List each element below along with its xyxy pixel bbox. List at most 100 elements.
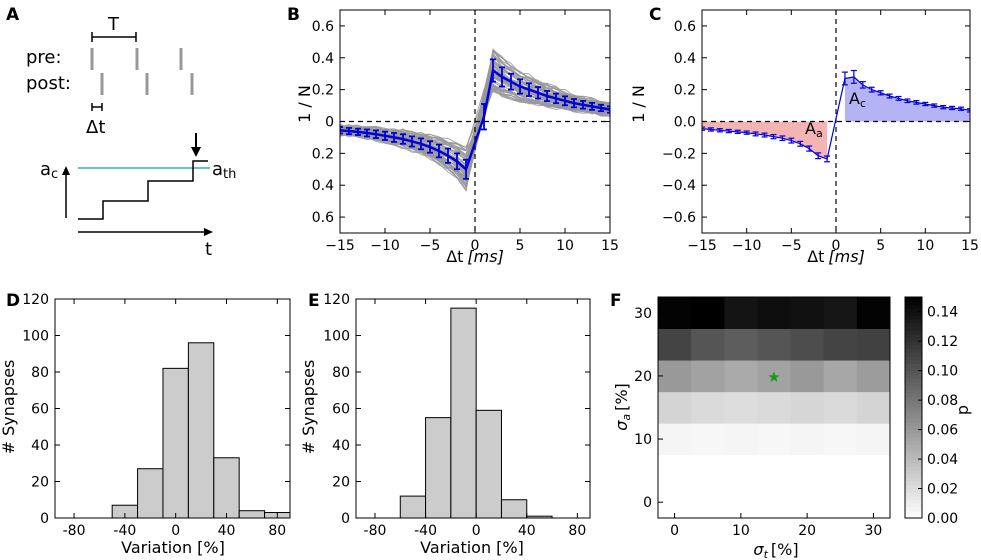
e-ytick-label: 120 [323,292,350,308]
c-error-bar [913,100,920,105]
f-axes: 0 10 20 30 0 10 20 30 [634,296,891,539]
d-ytick-label: 60 [31,402,49,418]
f-colorbar-tick-label: 0.02 [927,482,958,498]
f-colorbar-segment [905,429,922,434]
f-x-label-sub: t [764,548,769,560]
f-heatmap-cell [856,328,891,361]
svg-text:Δt[ms]: Δt [ms] [807,247,865,266]
f-heatmap-cell [823,391,858,424]
c-xtick-label: 15 [961,238,979,254]
e-ytick-label: 20 [332,475,350,491]
d-ytick-label: 80 [31,365,49,381]
c-xtick-label: −15 [687,238,717,254]
b-xtick-label: −5 [420,238,441,254]
f-y-label-unit: [%] [612,383,631,411]
c-error-bar [707,127,714,132]
f-heatmap-cell [658,391,692,424]
panel-b-chart: B −15 −10 −5 0 5 10 15 0.6 0.4 0.2 0 0.2 0.4 0.6 1 / … [287,5,619,266]
f-y-label-sub: a [620,414,633,421]
c-area-negative [702,121,828,159]
f-heatmap-cell [757,328,791,361]
b-ytick-label: 0.2 [312,146,334,162]
f-colorbar-segment [905,459,922,464]
c-x-label: Δt [ms] [807,247,865,266]
f-heatmap-cell [691,360,725,393]
ac-sub: c [51,167,58,182]
f-colorbar-tick-label: 0.06 [927,423,958,439]
f-heatmap-cell [823,486,858,519]
c-error-bar [788,137,795,144]
b-xtick-label: 5 [516,238,525,254]
f-heatmap-cell [790,423,825,456]
b-xtick-label: 10 [556,238,574,254]
f-colorbar-segment [905,448,922,453]
c-error-bar [716,128,723,133]
f-colorbar-segment [905,455,922,460]
f-heatmap-cell [823,360,858,393]
f-heatmap-cell [790,391,825,424]
panel-letter-a: A [6,5,20,25]
c-error-bar [815,152,822,160]
e-xtick-label: 80 [568,523,586,539]
f-colorbar-segment [905,422,922,427]
f-colorbar-tick-label: 0.04 [927,452,958,468]
f-heatmap-cell [658,328,692,361]
f-colorbar-segment [905,304,922,309]
c-error-bar [895,95,902,101]
svg-text:ath: ath [212,159,236,182]
f-heatmap-cell [691,297,725,329]
down-arrow-icon [191,133,201,157]
f-colorbar-segment [905,481,922,486]
f-colorbar-segment [905,433,922,438]
f-heatmap-cell [757,486,791,519]
d-y-label: # Synapses [0,360,18,455]
c-ytick-label: 0.6 [674,19,696,35]
f-xtick-label: 0 [670,523,679,539]
e-ytick-label: 40 [332,438,350,454]
c-error-bar [922,101,929,107]
f-heatmap-cell [691,423,725,456]
delta-t-label: Δt [86,117,105,138]
f-colorbar-segment [905,506,922,512]
c-mean-line [701,76,971,160]
c-xtick-label: −5 [781,238,802,254]
f-colorbar-segment [905,510,922,515]
c-error-bar [877,90,884,96]
b-reference-lines [340,10,610,233]
c-error-bar [868,86,875,93]
e-y-label: # Synapses [299,360,318,455]
c-ytick-label: 0.2 [674,83,696,99]
e-xtick-label: -80 [364,523,387,539]
f-colorbar-segment [905,348,922,353]
f-colorbar-segment [905,308,922,313]
f-heatmap-cell [658,454,692,487]
f-colorbar-segment [905,333,922,339]
b-error-bar [340,126,343,135]
f-colorbar-segment [905,378,922,383]
d-ytick-label: 0 [40,511,49,527]
f-colorbar-segment [905,444,922,449]
c-error-bar [940,104,947,110]
time-label: t [205,239,212,260]
f-colorbar-segment [905,326,922,331]
f-colorbar-tick-label: 0.00 [927,511,958,527]
c-x-label-unit: [ms] [828,247,864,266]
c-error-bar [958,106,965,111]
f-heatmap-cell [757,360,791,393]
f-heatmap-cell [790,297,825,329]
f-colorbar-segment [905,315,922,320]
f-colorbar-segment [905,462,922,467]
f-colorbar-tick-label: 0.08 [927,393,958,409]
f-colorbar-segment [905,400,922,405]
f-heatmap-cell [757,391,791,424]
f-colorbar-segment [905,436,922,442]
f-colorbar-segment [905,330,922,335]
panel-letter-b: B [287,5,300,25]
c-ytick-label: 0.0 [674,115,696,131]
f-ytick-label: 10 [634,432,652,448]
f-heatmap-cell [724,423,758,456]
f-heatmap-cell [724,391,758,424]
ac-label: ac [40,159,58,182]
